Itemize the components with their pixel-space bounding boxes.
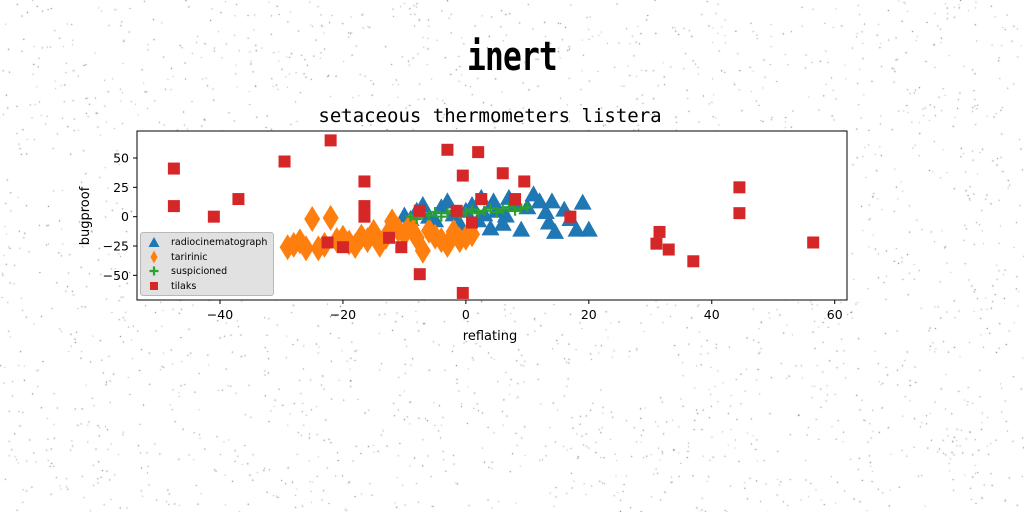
data-point (336, 241, 349, 254)
data-point (456, 286, 469, 299)
x-tick-label: −40 (207, 307, 233, 322)
data-point (456, 169, 469, 182)
data-point (481, 219, 500, 236)
data-point (516, 203, 527, 214)
data-point (491, 206, 502, 217)
plus-marker-icon (149, 266, 159, 276)
data-point (167, 162, 180, 175)
data-point (438, 192, 457, 209)
data-point (542, 192, 561, 209)
data-point (546, 222, 565, 239)
data-point (358, 210, 371, 223)
legend-item-taririnic: taririnic (147, 250, 208, 264)
data-point (579, 220, 598, 237)
data-point (564, 210, 577, 223)
data-point (496, 167, 509, 180)
legend-item-suspicioned: suspicioned (147, 264, 227, 278)
square-marker-icon (150, 282, 158, 290)
data-point (687, 255, 700, 268)
data-point (807, 236, 820, 249)
data-point (496, 206, 515, 223)
data-point (207, 210, 220, 223)
data-point (518, 175, 531, 188)
legend-label: radiocinematograph (171, 236, 268, 248)
data-point (503, 202, 514, 213)
data-point (485, 203, 496, 214)
data-point (322, 204, 339, 231)
data-point (450, 204, 463, 217)
data-point (733, 207, 746, 220)
data-point (475, 193, 488, 206)
data-point (539, 213, 558, 230)
triangle-marker-icon (148, 237, 160, 247)
x-tick-label: 60 (827, 307, 843, 322)
legend-item-radiocinematograph: radiocinematograph (147, 235, 267, 249)
x-axis: −40 −20 0 20 40 60 (207, 300, 843, 322)
x-tick-label: 40 (704, 307, 720, 322)
data-point (573, 193, 592, 210)
data-point (522, 202, 533, 213)
legend-label: tilaks (171, 280, 197, 292)
series-tilaks (167, 134, 820, 299)
data-point (463, 195, 482, 212)
data-point (662, 243, 675, 256)
data-point (413, 204, 426, 217)
data-point (413, 268, 426, 281)
data-point (298, 235, 315, 262)
data-point (473, 208, 484, 219)
data-point (510, 205, 521, 216)
data-point (466, 216, 479, 229)
chart-title: setaceous thermometers listera (318, 105, 661, 127)
data-point (358, 175, 371, 188)
legend-label: taririnic (171, 251, 208, 263)
data-point (653, 225, 666, 238)
y-axis-label: bugproof (78, 186, 93, 245)
data-point (497, 204, 508, 215)
diamond-marker-icon (150, 250, 158, 264)
data-point (304, 206, 321, 233)
data-point (650, 237, 663, 250)
data-point (479, 205, 490, 216)
data-point (436, 211, 447, 222)
data-point (733, 181, 746, 194)
data-point (321, 236, 334, 249)
y-tick-label: −25 (103, 239, 129, 254)
data-point (232, 193, 245, 206)
data-point (358, 200, 371, 213)
x-tick-label: −20 (330, 307, 356, 322)
y-tick-label: 25 (113, 180, 129, 195)
data-point (430, 206, 441, 217)
data-point (512, 220, 531, 237)
x-tick-label: 0 (462, 307, 470, 322)
data-point (530, 192, 549, 209)
data-point (278, 155, 291, 168)
legend: radiocinematograph taririnic suspicioned… (140, 232, 274, 296)
x-axis-label: reflating (463, 329, 517, 344)
x-tick-label: 20 (581, 307, 597, 322)
data-point (414, 237, 431, 264)
data-points (167, 134, 820, 299)
legend-item-tilaks: tilaks (147, 279, 196, 293)
figure-suptitle: inert (466, 34, 558, 80)
data-point (536, 202, 555, 219)
data-point (395, 241, 408, 254)
y-tick-label: 0 (121, 209, 129, 224)
data-point (567, 220, 586, 237)
y-tick-label: 50 (113, 150, 129, 165)
data-point (324, 134, 337, 147)
data-point (493, 214, 512, 231)
y-axis: −50 −25 0 25 50 (103, 150, 137, 283)
data-point (167, 200, 180, 213)
legend-label: suspicioned (171, 265, 228, 277)
data-point (472, 146, 485, 159)
data-point (467, 204, 478, 215)
data-point (383, 231, 396, 244)
data-point (509, 193, 522, 206)
y-tick-label: −50 (103, 268, 129, 283)
data-point (441, 143, 454, 156)
